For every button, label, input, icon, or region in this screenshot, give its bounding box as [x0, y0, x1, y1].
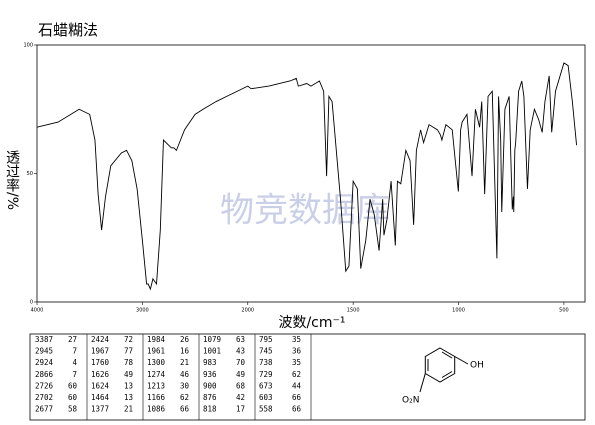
- peak-intensity: 7: [72, 370, 77, 379]
- peak-intensity: 66: [180, 405, 190, 414]
- peak-intensity: 46: [180, 370, 190, 379]
- double-bond: [441, 371, 453, 378]
- peak-intensity: 27: [68, 335, 77, 344]
- spectrum-line: [36, 62, 578, 291]
- peak-intensity: 36: [292, 347, 302, 356]
- peak-wavenumber: 1624: [91, 381, 110, 390]
- peak-wavenumber: 983: [203, 358, 217, 367]
- double-bond: [441, 351, 453, 359]
- peak-intensity: 60: [68, 393, 78, 402]
- structure: [419, 347, 469, 393]
- watermark: 物竞数据库: [220, 191, 390, 231]
- peak-intensity: 7: [72, 347, 77, 356]
- peak-intensity: 49: [124, 370, 133, 379]
- y-tick-label: 50: [27, 171, 33, 177]
- peak-wavenumber: 729: [259, 370, 273, 379]
- peak-wavenumber: 1079: [203, 335, 221, 344]
- peak-intensity: 66: [292, 405, 302, 414]
- x-tick-label: 4000: [31, 308, 44, 314]
- x-tick-label: 1500: [347, 308, 360, 314]
- peak-wavenumber: 936: [203, 370, 217, 379]
- bond: [419, 373, 426, 393]
- peak-intensity: 49: [236, 370, 245, 379]
- peak-intensity: 42: [236, 393, 245, 402]
- peak-wavenumber: 2726: [35, 381, 54, 390]
- peak-wavenumber: 1166: [147, 393, 166, 402]
- x-tick-label: 500: [559, 308, 569, 314]
- peak-wavenumber: 1961: [147, 347, 165, 356]
- peak-intensity: 63: [236, 335, 245, 344]
- peak-wavenumber: 1626: [91, 370, 110, 379]
- chart-title: 石蜡糊法: [38, 21, 98, 39]
- substituent-label: O₂N: [402, 396, 419, 406]
- x-tick-label: 1000: [452, 308, 465, 314]
- peak-wavenumber: 1984: [147, 335, 166, 344]
- peak-wavenumber: 745: [259, 347, 273, 356]
- peak-wavenumber: 795: [259, 335, 273, 344]
- peak-wavenumber: 2866: [35, 370, 54, 379]
- peak-intensity: 35: [292, 335, 301, 344]
- peak-wavenumber: 2424: [91, 335, 110, 344]
- table-frame: [29, 333, 586, 421]
- peak-intensity: 26: [180, 335, 190, 344]
- peak-wavenumber: 876: [203, 393, 217, 402]
- peak-wavenumber: 1086: [147, 405, 166, 414]
- peak-intensity: 77: [124, 347, 133, 356]
- peak-intensity: 62: [292, 370, 301, 379]
- peak-wavenumber: 603: [259, 393, 273, 402]
- peak-intensity: 4: [72, 358, 77, 367]
- peak-intensity: 35: [292, 358, 301, 367]
- peak-intensity: 58: [68, 405, 78, 414]
- peak-intensity: 70: [236, 358, 246, 367]
- peak-wavenumber: 2677: [35, 405, 53, 414]
- peak-intensity: 62: [180, 393, 189, 402]
- x-tick-label: 2000: [241, 308, 254, 314]
- y-tick-label: 0: [30, 300, 33, 306]
- peak-intensity: 68: [236, 381, 246, 390]
- peak-wavenumber: 1300: [147, 358, 166, 367]
- peak-wavenumber: 1967: [91, 347, 109, 356]
- bond: [454, 356, 469, 365]
- peak-intensity: 13: [124, 393, 133, 402]
- peak-wavenumber: 900: [203, 381, 217, 390]
- peak-wavenumber: 1213: [147, 381, 165, 390]
- peak-intensity: 21: [124, 405, 133, 414]
- peak-wavenumber: 3387: [35, 335, 53, 344]
- peak-intensity: 60: [68, 381, 78, 390]
- peak-wavenumber: 2702: [35, 393, 53, 402]
- x-axis-label: 波数/cm⁻¹: [278, 315, 345, 331]
- peak-intensity: 72: [124, 335, 133, 344]
- y-axis-label: 透过率/%: [4, 150, 20, 210]
- peak-wavenumber: 1377: [91, 405, 109, 414]
- x-tick-label: 3000: [136, 308, 149, 314]
- peak-intensity: 16: [180, 347, 190, 356]
- peak-intensity: 21: [180, 358, 189, 367]
- peak-intensity: 17: [236, 405, 245, 414]
- peak-wavenumber: 818: [203, 405, 217, 414]
- y-tick-label: 100: [23, 43, 33, 49]
- peak-wavenumber: 738: [259, 358, 273, 367]
- peak-wavenumber: 1760: [91, 358, 110, 367]
- peak-intensity: 66: [292, 393, 302, 402]
- peak-wavenumber: 1001: [203, 347, 221, 356]
- peak-intensity: 78: [124, 358, 134, 367]
- peak-wavenumber: 1464: [91, 393, 110, 402]
- peak-intensity: 43: [236, 347, 245, 356]
- peak-wavenumber: 2945: [35, 347, 53, 356]
- peak-intensity: 44: [292, 381, 302, 390]
- substituent-label: OH: [470, 361, 484, 371]
- peak-wavenumber: 2924: [35, 358, 54, 367]
- peak-wavenumber: 1274: [147, 370, 166, 379]
- peak-wavenumber: 558: [259, 405, 273, 414]
- peak-intensity: 13: [124, 381, 133, 390]
- peak-wavenumber: 673: [259, 381, 273, 390]
- peak-intensity: 30: [180, 381, 190, 390]
